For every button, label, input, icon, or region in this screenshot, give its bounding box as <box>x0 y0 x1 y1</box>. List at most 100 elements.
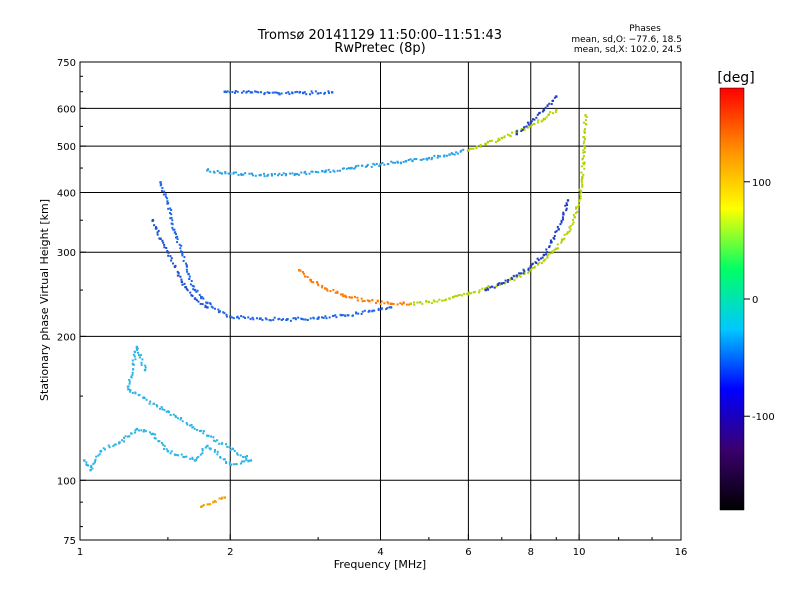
echo-dot <box>472 291 475 294</box>
echo-dot <box>582 142 585 145</box>
echo-dot <box>236 315 239 318</box>
echo-dot <box>541 110 544 113</box>
echo-dot <box>181 254 184 257</box>
echo-dot <box>559 223 562 226</box>
echo-dot <box>470 147 473 150</box>
echo-dot <box>549 239 552 242</box>
echo-dot <box>270 174 273 177</box>
axis-ticks: 1 2 4 6 8 10 16 75 100 200 300 400 500 600 750 <box>57 58 687 558</box>
y-tick-label: 750 <box>57 58 76 69</box>
echo-dot <box>426 158 429 161</box>
echo-dot <box>325 317 328 320</box>
echo-dot <box>228 91 231 94</box>
echo-dot <box>211 306 214 309</box>
echo-dot <box>580 171 583 174</box>
echo-dot <box>201 449 204 452</box>
echo-dot <box>118 442 121 445</box>
echo-dot <box>583 140 586 143</box>
echo-dot <box>272 318 275 321</box>
echo-dot <box>161 187 164 190</box>
echo-dot <box>527 123 530 126</box>
echo-dot <box>535 116 538 119</box>
echo-dot <box>214 440 217 443</box>
echo-dot <box>321 169 324 172</box>
chart-title: Tromsø 20141129 11:50:00–11:51:43 <box>257 28 502 43</box>
echo-dot <box>227 172 230 175</box>
echo-dot <box>373 163 376 166</box>
echo-dot <box>457 294 460 297</box>
echo-dot <box>575 206 578 209</box>
echo-dot <box>153 224 156 227</box>
echo-dot <box>198 430 201 433</box>
echo-dot <box>413 158 416 161</box>
echo-dot <box>90 464 93 467</box>
echo-dot <box>149 400 152 403</box>
echo-dot <box>583 161 586 164</box>
y-tick-label: 600 <box>57 104 76 115</box>
echo-dot <box>133 355 136 358</box>
echo-dot <box>255 317 258 320</box>
data-point <box>135 345 139 349</box>
echo-dot <box>201 452 204 455</box>
y-tick-label: 100 <box>57 476 76 487</box>
echo-dot <box>229 448 232 451</box>
echo-dot <box>172 262 175 265</box>
data-point <box>180 280 184 284</box>
echo-dot <box>177 272 180 275</box>
echo-dot <box>235 463 238 466</box>
echo-dot <box>579 192 582 195</box>
echo-dot <box>246 454 249 457</box>
echo-dot <box>273 91 276 94</box>
echo-dot <box>345 167 348 170</box>
echo-dot <box>578 200 581 203</box>
echo-dot <box>461 294 464 297</box>
echo-dot <box>137 351 140 354</box>
echo-dot <box>213 307 216 310</box>
echo-dot <box>438 155 441 158</box>
echo-dot <box>171 219 174 222</box>
echo-dot <box>372 162 375 165</box>
echo-dot <box>220 497 223 500</box>
echo-dot <box>533 118 536 121</box>
echo-dot <box>363 309 366 312</box>
data-point <box>344 314 347 317</box>
echo-dot <box>402 302 405 305</box>
echo-dot <box>545 116 548 119</box>
echo-dot <box>122 436 125 439</box>
echo-dot <box>506 280 509 283</box>
echo-dot <box>190 294 193 297</box>
echo-dot <box>466 292 469 295</box>
echo-dot <box>519 272 522 275</box>
echo-dot <box>250 172 253 175</box>
echo-dot <box>306 275 309 278</box>
echo-dot <box>342 295 345 298</box>
echo-dot <box>124 435 127 438</box>
echo-dot <box>103 448 106 451</box>
echo-dot <box>583 151 586 154</box>
echo-dot <box>533 123 536 126</box>
stats-o-mode: mean, sd,O: −77.6, 18.5 <box>571 35 682 45</box>
data-point <box>206 301 209 305</box>
echo-dot <box>234 89 237 92</box>
echo-dot <box>419 301 422 304</box>
echo-dot <box>420 158 423 161</box>
echo-dot <box>277 174 280 177</box>
data-point <box>427 300 431 304</box>
echo-dot <box>205 301 208 304</box>
echo-dot <box>169 413 172 416</box>
data-point <box>529 265 532 268</box>
echo-dot <box>304 318 307 321</box>
echo-dot <box>506 133 509 136</box>
echo-dot <box>545 248 548 251</box>
echo-dot <box>340 293 343 296</box>
echo-dot <box>157 229 160 232</box>
x-axis-label: Frequency [MHz] <box>334 558 426 571</box>
echo-dot <box>161 408 164 411</box>
data-point <box>173 231 177 234</box>
echo-dot <box>285 92 288 95</box>
echo-dot <box>336 291 339 294</box>
echo-dot <box>455 295 458 298</box>
echo-dot <box>108 446 111 449</box>
echo-dot <box>156 233 159 236</box>
y-tick-label: 300 <box>57 248 76 259</box>
